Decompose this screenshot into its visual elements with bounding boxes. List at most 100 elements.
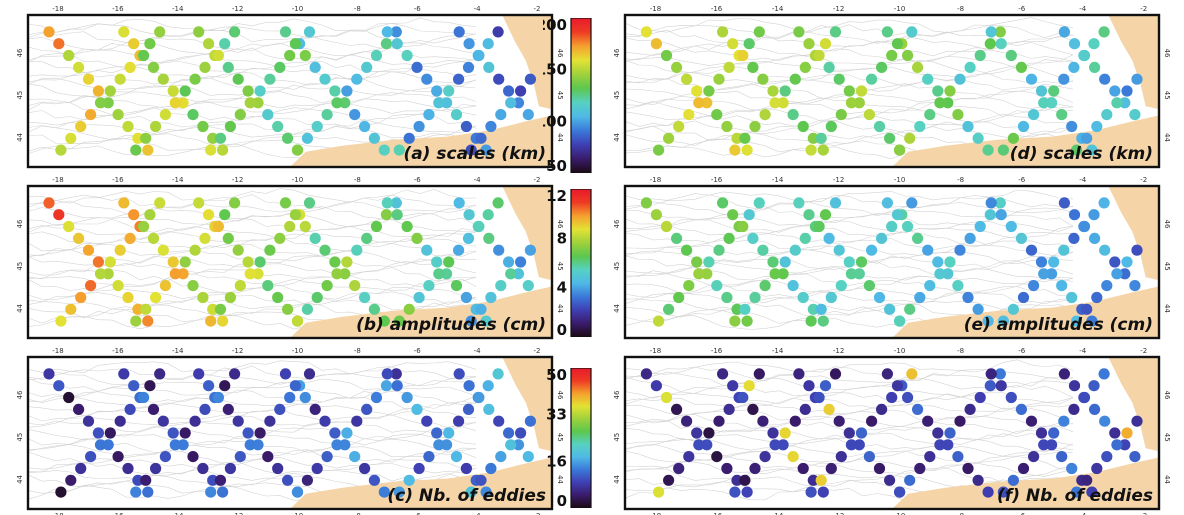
tick-label-left: 44	[613, 303, 621, 312]
tick-label-bottom: -16	[112, 512, 124, 515]
data-point	[142, 486, 154, 498]
tick-label-right: 45	[1163, 91, 1171, 100]
tick-label-top: -6	[414, 347, 422, 355]
data-point	[138, 49, 150, 62]
data-point	[193, 197, 205, 209]
data-point	[934, 268, 946, 280]
data-point	[339, 439, 351, 451]
data-point	[1005, 220, 1017, 233]
data-point	[741, 486, 753, 498]
data-point	[483, 403, 495, 415]
tick-label-top: -10	[894, 176, 905, 184]
data-point	[187, 451, 199, 463]
data-point	[85, 280, 97, 292]
data-point	[522, 451, 534, 463]
eddy-points-d	[640, 26, 1143, 156]
data-point	[495, 451, 507, 463]
data-point	[932, 427, 944, 439]
map-panel-f: -18 -18 -16 -16 -14 -14 -12 -12 -10 -10 -8 -8 -6 -6 -4…	[613, 347, 1171, 515]
data-point	[214, 474, 227, 486]
data-point	[723, 61, 735, 73]
data-point	[747, 403, 759, 415]
data-point	[1035, 85, 1048, 97]
data-point	[1007, 132, 1019, 144]
tick-label-right: 46	[1163, 391, 1171, 400]
data-point	[797, 291, 809, 304]
tick-label-right: 46	[556, 220, 564, 229]
data-point	[282, 132, 294, 144]
data-point	[187, 280, 199, 292]
data-point	[1129, 280, 1141, 292]
tick-label-right: 44	[556, 475, 564, 484]
colorbar-tick-label: 12	[546, 189, 567, 205]
data-point	[805, 315, 817, 327]
data-point	[393, 144, 405, 156]
data-point	[92, 427, 104, 439]
data-point	[82, 73, 95, 85]
data-point	[311, 120, 323, 133]
data-point	[863, 451, 875, 463]
data-point	[55, 486, 67, 498]
data-point	[1111, 97, 1123, 109]
data-point	[234, 109, 246, 121]
data-point	[274, 403, 286, 415]
data-point	[1121, 256, 1133, 268]
data-point	[112, 451, 124, 463]
data-point	[94, 439, 107, 451]
data-point	[138, 391, 150, 404]
data-point	[199, 403, 211, 415]
tick-label-bottom: -10	[894, 512, 905, 515]
tick-label-bottom: -18	[650, 512, 661, 515]
data-point	[154, 26, 166, 38]
data-point	[203, 38, 215, 50]
data-point	[284, 220, 296, 233]
data-point	[254, 85, 266, 97]
data-point	[866, 73, 878, 85]
data-point	[169, 439, 181, 451]
data-point	[159, 109, 171, 121]
data-point	[515, 256, 527, 268]
colorbar-tick-label: 4	[557, 279, 567, 297]
data-point	[1058, 73, 1070, 85]
data-point	[942, 268, 954, 280]
data-point	[482, 209, 494, 221]
data-point	[793, 197, 805, 209]
data-point	[833, 415, 845, 427]
data-point	[711, 109, 723, 121]
data-point	[203, 380, 215, 392]
data-point	[777, 97, 789, 109]
data-point	[169, 268, 181, 280]
data-point	[512, 97, 525, 109]
data-point	[463, 38, 475, 50]
data-point	[749, 120, 761, 133]
data-point	[433, 97, 445, 109]
data-point	[262, 280, 274, 292]
data-point	[934, 97, 946, 109]
data-point	[904, 303, 916, 315]
data-point	[1025, 73, 1038, 85]
data-point	[1119, 439, 1131, 451]
data-point	[1081, 474, 1093, 486]
data-point	[462, 61, 475, 73]
data-point	[982, 486, 994, 498]
data-point	[1025, 244, 1038, 256]
data-point	[813, 49, 825, 62]
data-point	[311, 291, 323, 304]
data-point	[73, 232, 85, 244]
data-point	[1101, 451, 1113, 463]
data-point	[731, 474, 743, 486]
data-point	[673, 462, 685, 475]
data-point	[104, 427, 116, 439]
data-point	[485, 120, 497, 133]
data-point	[743, 38, 755, 50]
data-point	[779, 85, 791, 97]
data-point	[663, 474, 675, 486]
data-point	[493, 73, 505, 85]
data-point	[381, 368, 393, 380]
data-point	[264, 73, 276, 85]
data-point	[212, 391, 224, 404]
data-point	[853, 268, 865, 280]
data-point	[222, 403, 234, 415]
data-point	[759, 109, 771, 121]
data-point	[423, 451, 435, 463]
